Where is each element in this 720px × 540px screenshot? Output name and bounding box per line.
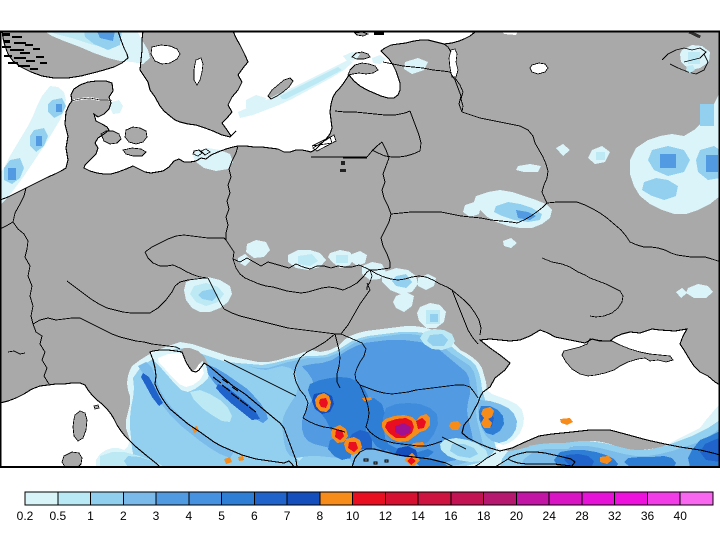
svg-text:20: 20 [510,509,524,523]
svg-text:8: 8 [317,509,324,523]
svg-text:28: 28 [575,509,589,523]
svg-text:40: 40 [674,509,688,523]
svg-text:14: 14 [411,509,425,523]
svg-text:32: 32 [608,509,622,523]
svg-text:2: 2 [120,509,127,523]
svg-text:36: 36 [641,509,655,523]
svg-text:1: 1 [87,509,94,523]
svg-text:24: 24 [543,509,557,523]
svg-text:6: 6 [251,509,258,523]
svg-text:12: 12 [379,509,393,523]
svg-text:0.2: 0.2 [17,509,34,523]
svg-text:7: 7 [284,509,291,523]
svg-text:3: 3 [153,509,160,523]
svg-text:10: 10 [346,509,360,523]
svg-text:4: 4 [185,509,192,523]
svg-text:0.5: 0.5 [49,509,66,523]
svg-text:18: 18 [477,509,491,523]
svg-text:5: 5 [218,509,225,523]
svg-text:16: 16 [444,509,458,523]
